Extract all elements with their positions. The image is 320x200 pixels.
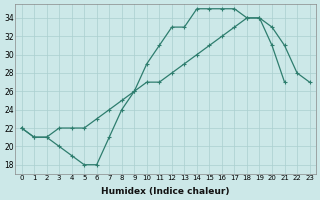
X-axis label: Humidex (Indice chaleur): Humidex (Indice chaleur) <box>101 187 230 196</box>
